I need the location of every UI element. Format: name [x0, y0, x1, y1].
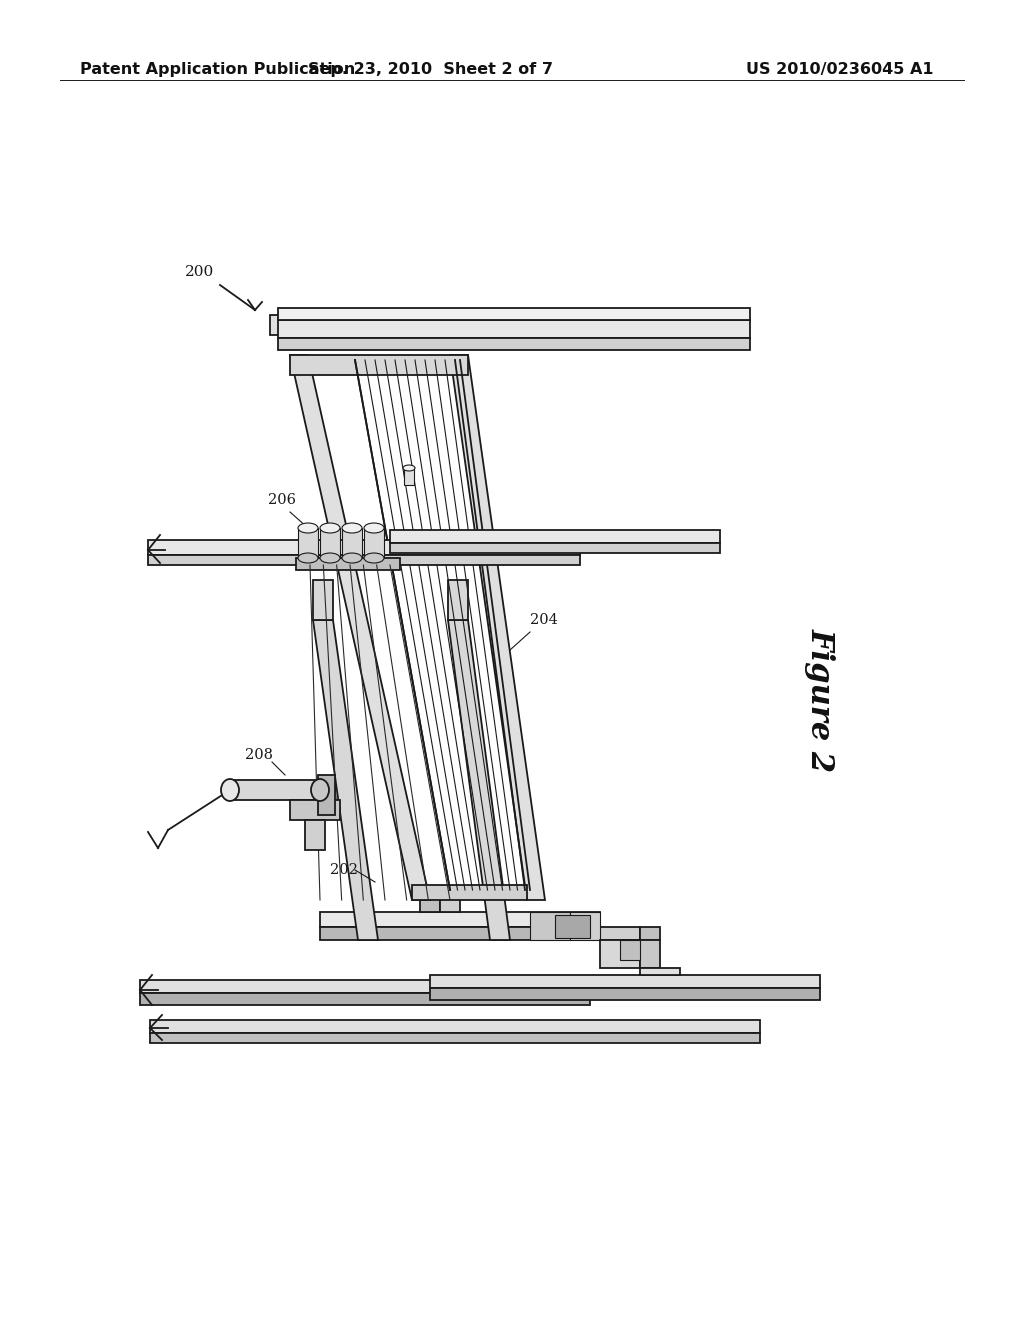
- Polygon shape: [555, 915, 590, 939]
- Polygon shape: [150, 1020, 760, 1034]
- Ellipse shape: [364, 553, 384, 564]
- Ellipse shape: [311, 779, 329, 801]
- Polygon shape: [305, 820, 325, 850]
- Polygon shape: [600, 940, 640, 968]
- Ellipse shape: [342, 523, 362, 533]
- Text: 208: 208: [245, 748, 273, 762]
- Polygon shape: [278, 338, 750, 350]
- Polygon shape: [530, 912, 570, 940]
- Polygon shape: [313, 579, 333, 620]
- Polygon shape: [319, 927, 600, 940]
- Polygon shape: [430, 987, 820, 1001]
- Text: 204: 204: [530, 612, 558, 627]
- Polygon shape: [278, 319, 750, 338]
- Polygon shape: [230, 780, 319, 800]
- Polygon shape: [140, 993, 590, 1005]
- Text: 206: 206: [268, 492, 296, 507]
- Polygon shape: [404, 469, 414, 484]
- Polygon shape: [150, 1034, 760, 1043]
- Polygon shape: [342, 528, 362, 558]
- Polygon shape: [640, 940, 660, 968]
- Polygon shape: [296, 558, 400, 570]
- Polygon shape: [290, 355, 468, 375]
- Ellipse shape: [364, 523, 384, 533]
- Ellipse shape: [221, 779, 239, 801]
- Text: Figure 2: Figure 2: [805, 628, 836, 772]
- Polygon shape: [290, 800, 340, 820]
- Text: 202: 202: [330, 863, 357, 876]
- Polygon shape: [140, 979, 590, 993]
- Ellipse shape: [298, 553, 318, 564]
- Text: US 2010/0236045 A1: US 2010/0236045 A1: [746, 62, 934, 77]
- Ellipse shape: [298, 523, 318, 533]
- Ellipse shape: [319, 523, 340, 533]
- Text: Patent Application Publication: Patent Application Publication: [80, 62, 355, 77]
- Polygon shape: [450, 355, 545, 900]
- Polygon shape: [570, 927, 640, 940]
- Polygon shape: [430, 975, 820, 987]
- Polygon shape: [390, 543, 720, 553]
- Ellipse shape: [403, 465, 415, 471]
- Polygon shape: [640, 927, 660, 940]
- Text: 200: 200: [185, 265, 214, 279]
- Polygon shape: [412, 884, 527, 900]
- Polygon shape: [270, 315, 280, 335]
- Polygon shape: [440, 895, 460, 912]
- Polygon shape: [390, 531, 720, 543]
- Polygon shape: [449, 579, 468, 620]
- Ellipse shape: [319, 553, 340, 564]
- Polygon shape: [620, 940, 640, 960]
- Polygon shape: [290, 355, 430, 900]
- Polygon shape: [278, 308, 750, 319]
- Polygon shape: [640, 968, 680, 975]
- Polygon shape: [570, 912, 600, 940]
- Polygon shape: [148, 540, 580, 554]
- Polygon shape: [148, 554, 580, 565]
- Polygon shape: [318, 775, 335, 814]
- Polygon shape: [364, 528, 384, 558]
- Text: Sep. 23, 2010  Sheet 2 of 7: Sep. 23, 2010 Sheet 2 of 7: [307, 62, 553, 77]
- Polygon shape: [313, 620, 378, 940]
- Polygon shape: [449, 620, 510, 940]
- Polygon shape: [319, 912, 600, 927]
- Polygon shape: [420, 895, 440, 912]
- Polygon shape: [298, 528, 318, 558]
- Ellipse shape: [342, 553, 362, 564]
- Polygon shape: [319, 528, 340, 558]
